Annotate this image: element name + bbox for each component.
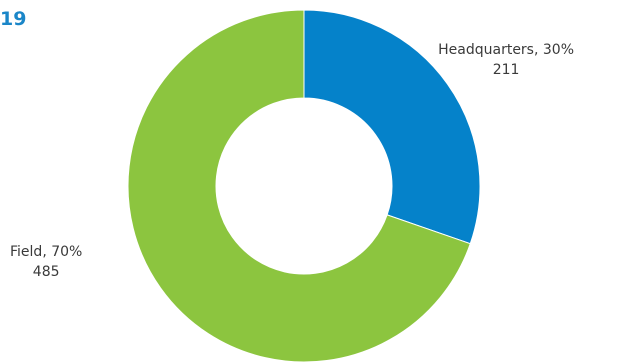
slice-label-field: Field, 70% 485 bbox=[10, 242, 82, 282]
slice-label-field-name: Field, 70% bbox=[10, 244, 83, 260]
donut-slices bbox=[127, 9, 481, 362]
slice-label-field-value: 485 bbox=[32, 264, 60, 280]
slice-label-headquarters-name: Headquarters, 30% bbox=[438, 42, 574, 58]
slice-label-headquarters: Headquarters, 30% 211 bbox=[438, 40, 574, 80]
donut-slice-headquarters bbox=[303, 9, 481, 245]
year-fragment-label: 19 bbox=[0, 8, 27, 30]
slice-label-headquarters-value: 211 bbox=[492, 62, 520, 78]
